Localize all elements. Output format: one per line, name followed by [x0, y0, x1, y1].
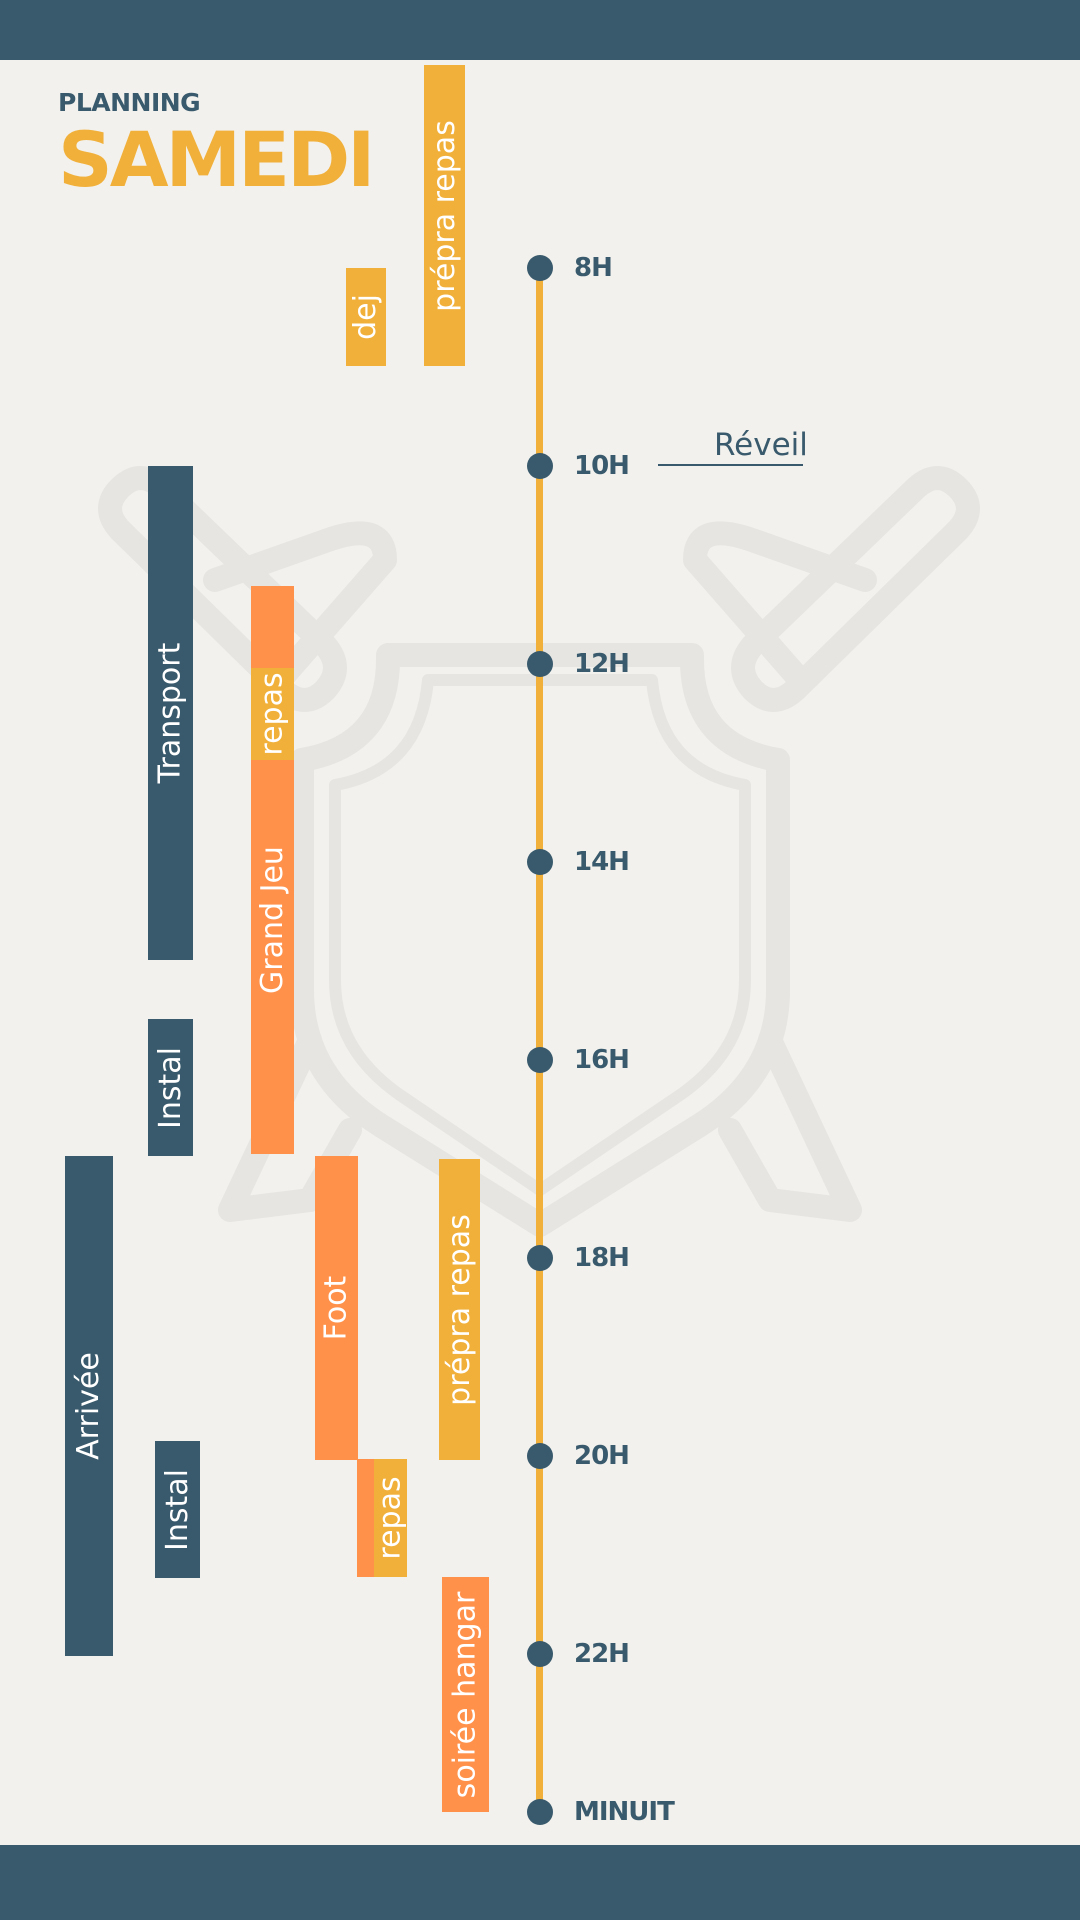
- tick-12h-dot: [527, 651, 553, 677]
- event-label: soirée hangar: [447, 1591, 483, 1798]
- tick-22h-dot: [527, 1641, 553, 1667]
- event-label: prépra repas: [441, 1213, 477, 1406]
- event-prepa-repas-evening: prépra repas: [439, 1159, 480, 1460]
- event-arrivee: Arrivée: [65, 1156, 113, 1656]
- event-repas-midi: repas: [251, 668, 294, 760]
- event-instal-afternoon: Instal: [148, 1019, 193, 1156]
- reveil-underline: [658, 464, 803, 466]
- tick-16h-label: 16H: [574, 1045, 630, 1075]
- event-label: Instal: [159, 1468, 195, 1551]
- tick-12h-label: 12H: [574, 649, 630, 679]
- tick-10h-dot: [527, 453, 553, 479]
- tick-minuit-label: MINUIT: [574, 1797, 675, 1827]
- planning-label: PLANNING: [58, 88, 201, 117]
- timeline-axis: [536, 265, 543, 1813]
- tick-20h-dot: [527, 1443, 553, 1469]
- tick-18h-label: 18H: [574, 1243, 630, 1273]
- event-prepa-repas-morning: prépra repas: [424, 65, 465, 366]
- day-title: SAMEDI: [58, 115, 375, 204]
- event-label: prépra repas: [426, 119, 462, 312]
- top-banner: [0, 0, 1080, 60]
- event-soiree-hangar: soirée hangar: [442, 1577, 489, 1812]
- event-instal-evening: Instal: [155, 1441, 200, 1578]
- tick-14h-dot: [527, 849, 553, 875]
- tick-20h-label: 20H: [574, 1441, 630, 1471]
- event-foot: Foot: [315, 1156, 358, 1460]
- tick-8h-dot: [527, 255, 553, 281]
- event-label: Arrivée: [71, 1352, 107, 1460]
- event-label: Transport: [152, 642, 188, 784]
- reveil-label: Réveil: [714, 427, 808, 463]
- tick-8h-label: 8H: [574, 253, 613, 283]
- tick-16h-dot: [527, 1047, 553, 1073]
- event-label: repas: [374, 1476, 407, 1560]
- tick-22h-label: 22H: [574, 1639, 630, 1669]
- event-label: Grand Jeu: [254, 846, 290, 994]
- event-label: dej: [348, 294, 383, 340]
- event-label: Foot: [318, 1275, 354, 1341]
- tick-18h-dot: [527, 1245, 553, 1271]
- event-repas-soir: repas: [374, 1459, 407, 1577]
- event-label: Instal: [152, 1046, 188, 1129]
- event-dej: dej: [346, 268, 386, 366]
- event-transport: Transport: [148, 466, 193, 960]
- bottom-banner: [0, 1845, 1080, 1920]
- tick-14h-label: 14H: [574, 847, 630, 877]
- event-label: repas: [254, 672, 290, 756]
- event-repas-soir-edge: [357, 1459, 374, 1577]
- tick-10h-label: 10H: [574, 451, 630, 481]
- tick-minuit-dot: [527, 1799, 553, 1825]
